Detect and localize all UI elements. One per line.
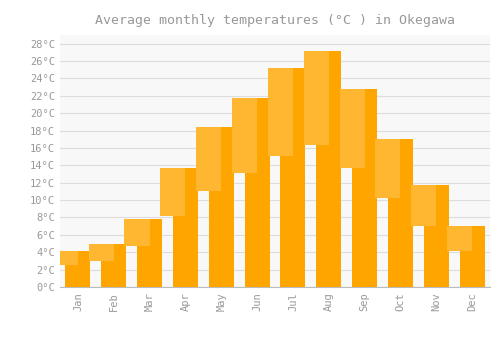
Bar (53, 251, 78, 265)
Bar (280, 68, 305, 287)
Bar (376, 139, 400, 198)
Bar (66, 251, 90, 287)
Title: Average monthly temperatures (°C ) in Okegawa: Average monthly temperatures (°C ) in Ok… (95, 14, 455, 27)
Bar (244, 98, 270, 287)
Bar (160, 168, 186, 216)
Bar (268, 68, 293, 156)
Bar (88, 244, 114, 261)
Bar (101, 244, 126, 287)
Bar (124, 219, 150, 246)
Bar (411, 186, 436, 226)
Bar (208, 127, 234, 287)
Bar (352, 89, 377, 287)
Bar (388, 139, 413, 287)
Bar (447, 226, 472, 251)
Bar (316, 51, 342, 287)
Bar (460, 226, 484, 287)
Bar (196, 127, 221, 191)
Bar (173, 168, 198, 287)
Bar (137, 219, 162, 287)
Bar (232, 98, 257, 173)
Bar (424, 186, 449, 287)
Bar (304, 51, 328, 145)
Bar (340, 89, 364, 168)
